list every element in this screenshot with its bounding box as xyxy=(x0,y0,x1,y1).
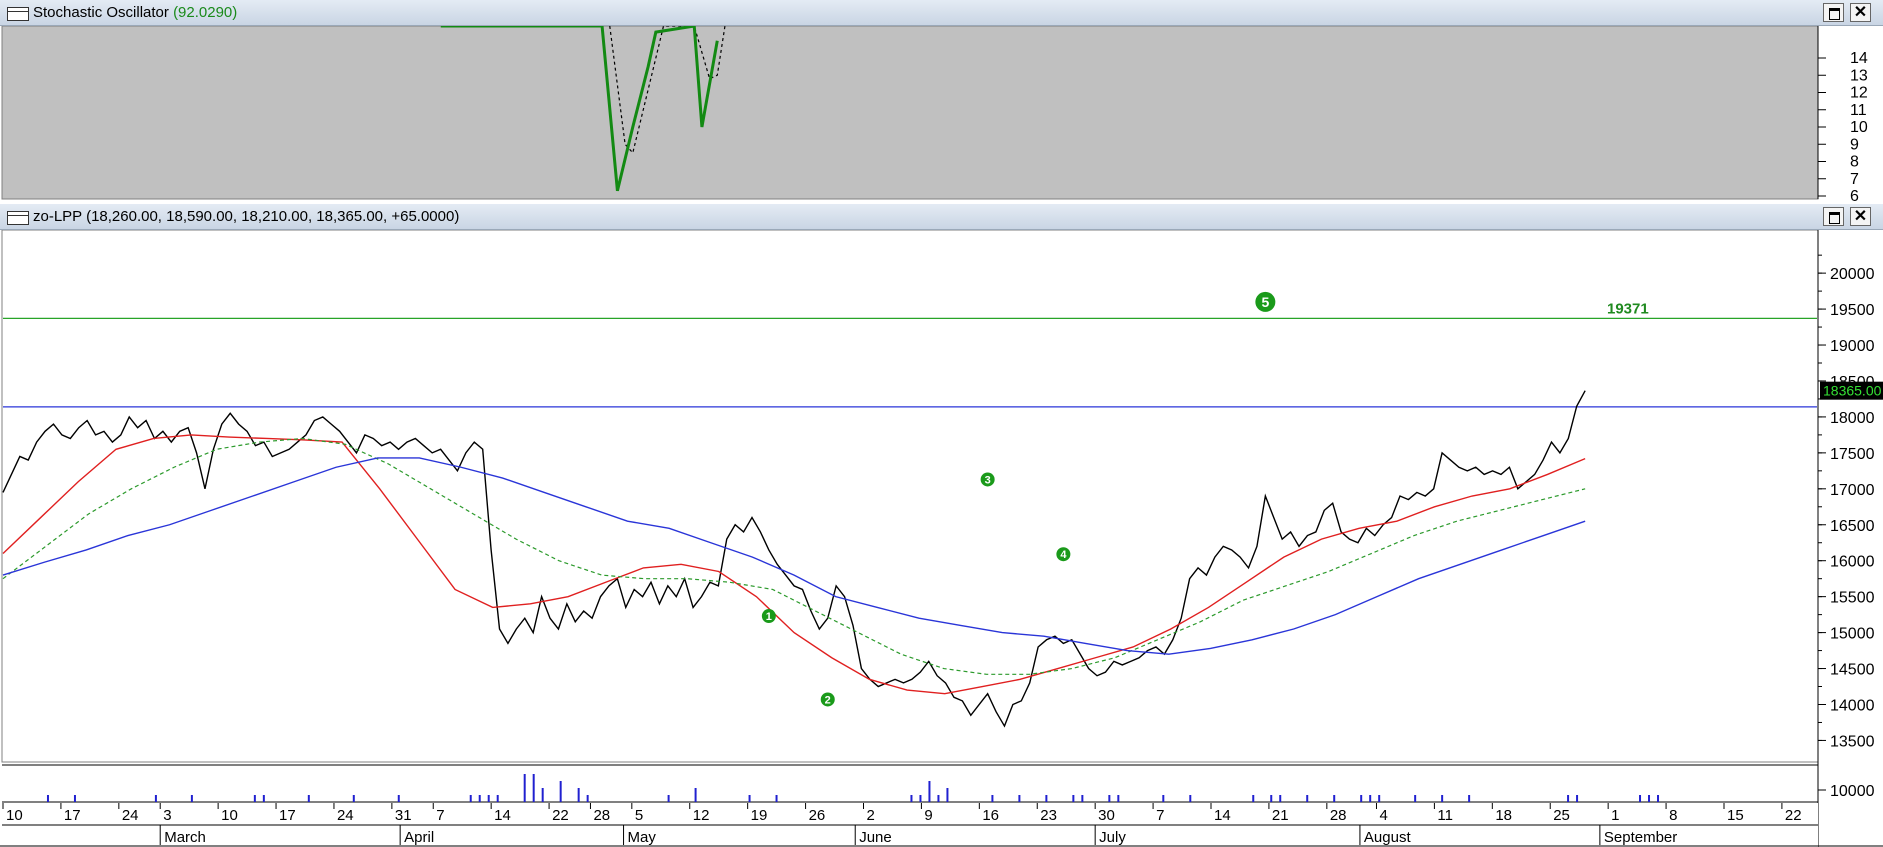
stochastic-plot-area xyxy=(1,26,1819,200)
stochastic-tick-label: 9 xyxy=(1850,136,1859,153)
date-tick-label: 7 xyxy=(1156,807,1164,824)
date-tick-label: 22 xyxy=(552,807,569,824)
date-tick-label: 30 xyxy=(1098,807,1115,824)
price-tick-label: 18000 xyxy=(1830,410,1875,427)
chart-window-icon xyxy=(7,7,29,21)
stochastic-tick-label: 11 xyxy=(1850,102,1867,119)
series-ma-green xyxy=(2,437,1586,675)
stochastic-tick-label: 14 xyxy=(1850,50,1868,67)
stochastic-value: (92.0290) xyxy=(173,4,238,21)
wave-label-text: 4 xyxy=(1060,549,1067,561)
stochastic-tick-label: 10 xyxy=(1850,119,1868,136)
date-tick-label: 5 xyxy=(635,807,643,824)
date-tick-label: 17 xyxy=(279,807,296,824)
maximize-button[interactable] xyxy=(1823,3,1844,22)
wave-label-text: 5 xyxy=(1261,294,1269,310)
month-tick-label: September xyxy=(1604,829,1677,846)
date-tick-label: 10 xyxy=(6,807,23,824)
wave-label-marker xyxy=(761,609,776,624)
date-tick-label: 28 xyxy=(593,807,610,824)
month-tick-label: June xyxy=(859,829,892,846)
price-pane-header: zo-LPP (18,260.00, 18,590.00, 18,210.00,… xyxy=(0,204,1883,230)
series-ma-red xyxy=(2,434,1586,695)
series-price xyxy=(2,390,1586,728)
date-tick-label: 3 xyxy=(163,807,171,824)
date-tick-label: 24 xyxy=(337,807,354,824)
month-tick-label: April xyxy=(404,829,434,846)
price-tick-label: 20000 xyxy=(1830,266,1875,283)
date-tick-label: 14 xyxy=(494,807,511,824)
date-tick-label: 2 xyxy=(866,807,874,824)
month-tick-label: July xyxy=(1099,829,1126,846)
month-tick-label: May xyxy=(628,829,657,846)
date-tick-label: 31 xyxy=(395,807,412,824)
stochastic-tick-label: 12 xyxy=(1850,85,1868,102)
price-tick-label: 19500 xyxy=(1830,302,1875,319)
stochastic-k-line xyxy=(440,26,719,192)
stochastic-tick-label: 7 xyxy=(1850,171,1859,188)
date-tick-label: 24 xyxy=(122,807,139,824)
price-tick-label: 13500 xyxy=(1830,733,1875,750)
price-tick-label: 14000 xyxy=(1830,697,1875,714)
date-tick-label: 18 xyxy=(1495,807,1512,824)
price-tick-label: 17000 xyxy=(1830,482,1875,499)
price-plot-area xyxy=(1,230,1819,763)
series-ma-blue xyxy=(2,457,1586,655)
date-tick-label: 8 xyxy=(1669,807,1677,824)
wave-label-text: 2 xyxy=(825,694,831,706)
date-tick-label: 22 xyxy=(1785,807,1802,824)
price-tick-label: 16500 xyxy=(1830,518,1875,535)
date-tick-label: 12 xyxy=(693,807,710,824)
volume-tick-label: 10000 xyxy=(1830,783,1875,800)
last-price-badge xyxy=(1820,381,1883,400)
close-button[interactable]: ✕ xyxy=(1850,207,1871,226)
stochastic-tick-label: 13 xyxy=(1850,67,1868,84)
price-tick-label: 19000 xyxy=(1830,338,1875,355)
price-tick-label: 14500 xyxy=(1830,662,1875,679)
date-tick-label: 1 xyxy=(1611,807,1619,824)
wave-label-marker xyxy=(1056,547,1071,562)
price-tick-label: 16000 xyxy=(1830,554,1875,571)
date-tick-label: 7 xyxy=(436,807,444,824)
price-tick-label: 17500 xyxy=(1830,446,1875,463)
date-tick-label: 28 xyxy=(1330,807,1347,824)
stochastic-axis-area xyxy=(1818,26,1883,199)
price-pane-title: zo-LPP (18,260.00, 18,590.00, 18,210.00,… xyxy=(33,208,460,225)
date-tick-label: 21 xyxy=(1272,807,1289,824)
date-tick-label: 19 xyxy=(751,807,768,824)
last-price-label: 18365.00 xyxy=(1823,383,1882,399)
date-tick-label: 15 xyxy=(1727,807,1744,824)
date-tick-label: 9 xyxy=(924,807,932,824)
wave-label-marker xyxy=(1255,291,1276,312)
price-tick-label: 15500 xyxy=(1830,590,1875,607)
date-tick-label: 14 xyxy=(1214,807,1231,824)
wave-label-marker xyxy=(820,692,835,707)
date-tick-label: 23 xyxy=(1040,807,1057,824)
stochastic-title-text: Stochastic Oscillator xyxy=(33,4,169,21)
price-chart: 2000019500190001850018000175001700016500… xyxy=(0,230,1883,847)
date-tick-label: 17 xyxy=(64,807,81,824)
stochastic-tick-label: 8 xyxy=(1850,154,1859,171)
wave-label-marker xyxy=(980,472,995,487)
month-tick-label: August xyxy=(1364,829,1412,846)
close-button[interactable]: ✕ xyxy=(1850,3,1871,22)
wave-label-text: 3 xyxy=(985,474,991,486)
price-tick-label: 15000 xyxy=(1830,626,1875,643)
stochastic-tick-label: 6 xyxy=(1850,188,1859,202)
maximize-button[interactable] xyxy=(1823,207,1844,226)
month-tick-label: March xyxy=(164,829,206,846)
date-tick-label: 16 xyxy=(982,807,999,824)
date-tick-label: 25 xyxy=(1553,807,1570,824)
date-tick-label: 11 xyxy=(1437,807,1453,824)
stochastic-pane-header: Stochastic Oscillator (92.0290) ✕ xyxy=(0,0,1883,26)
date-tick-label: 10 xyxy=(221,807,238,824)
chart-window-icon xyxy=(7,211,29,225)
wave-label-text: 1 xyxy=(766,611,772,623)
target-price-label: 19371 xyxy=(1607,300,1649,317)
date-tick-label: 4 xyxy=(1379,807,1387,824)
stochastic-pane-title: Stochastic Oscillator (92.0290) xyxy=(33,0,237,26)
date-tick-label: 26 xyxy=(809,807,826,824)
